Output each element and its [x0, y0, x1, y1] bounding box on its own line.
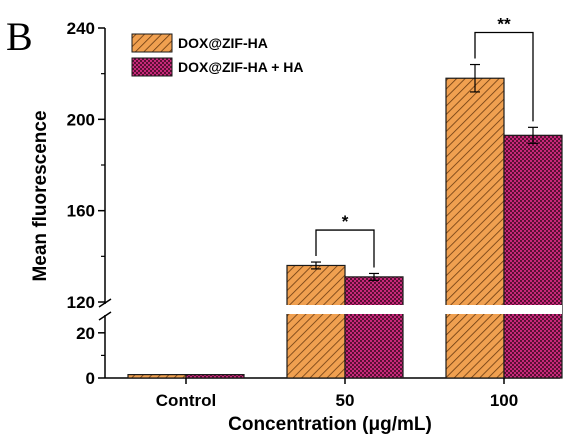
y-axis-title: Mean fluorescence	[30, 110, 51, 281]
x-tick-label: 100	[490, 391, 518, 410]
x-tick-labels: Control 50 100	[156, 378, 518, 410]
x-tick-label: 50	[336, 391, 355, 410]
y-tick-label: 0	[86, 369, 95, 388]
y-tick-label: 240	[67, 19, 95, 38]
axis-break-slash-top	[98, 298, 112, 308]
y-tick-label: 120	[67, 293, 95, 312]
significance-bracket-1	[474, 31, 534, 122]
bars	[127, 77, 563, 379]
legend-swatch-0	[131, 33, 173, 53]
axis-break-slash-bottom	[98, 311, 112, 321]
legend-label: DOX@ZIF-HA	[178, 35, 268, 51]
bar-0-1	[286, 264, 346, 379]
legend-label: DOX@ZIF-HA + HA	[178, 59, 304, 75]
x-tick-label: Control	[156, 391, 216, 410]
bar-0-2	[445, 77, 505, 379]
significance-brackets: ***	[315, 15, 534, 268]
axis-break-marks	[98, 298, 562, 321]
bar-1-2	[503, 134, 563, 379]
panel-label: B	[6, 14, 33, 59]
y-tick-label: 20	[76, 324, 95, 343]
y-tick-label: 160	[67, 202, 95, 221]
legend-swatch-1	[131, 57, 173, 77]
x-axis-title: Concentration (μg/mL)	[228, 414, 432, 434]
significance-bracket-0	[315, 229, 375, 268]
axis-break-gap	[99, 305, 562, 314]
legend: DOX@ZIF-HA DOX@ZIF-HA + HA	[131, 33, 304, 77]
bar-1-1	[344, 276, 404, 379]
error-bars	[311, 63, 538, 281]
bar-0-0	[127, 374, 187, 379]
y-tick-label: 200	[67, 110, 95, 129]
y-ticks: 120 160 200 240 0 20	[67, 19, 105, 388]
bar-1-0	[185, 374, 245, 379]
significance-label: **	[497, 15, 511, 34]
significance-label: *	[342, 212, 349, 231]
